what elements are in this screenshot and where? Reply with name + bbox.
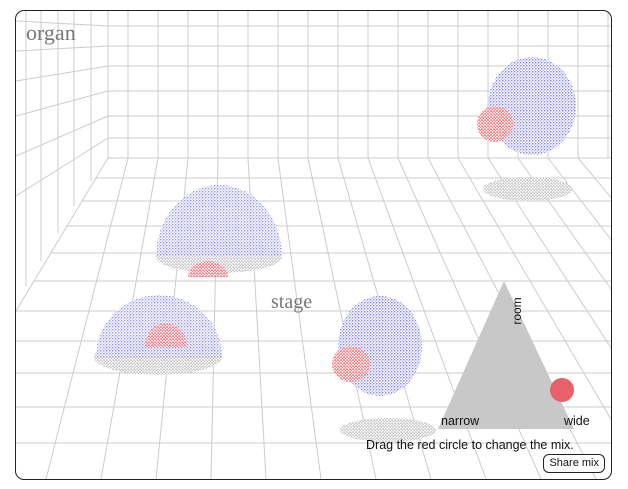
speaker-dome-back — [156, 185, 282, 277]
source-shell — [145, 323, 187, 347]
left-wall-grid — [16, 11, 109, 312]
drag-hint: Drag the red circle to change the mix. — [366, 438, 574, 452]
speaker-ellipsoid-center — [332, 296, 436, 442]
source-shell — [188, 261, 228, 277]
mix-handle[interactable] — [550, 378, 574, 402]
room-label: organ — [26, 20, 76, 45]
mix-right-label: wide — [563, 414, 590, 428]
mix-triangle[interactable]: room narrow wide — [438, 281, 590, 429]
ellipsoid-shadow — [483, 177, 573, 201]
source-shell — [477, 106, 513, 142]
scene-frame: organ stage room n — [15, 10, 612, 480]
mix-triangle-area[interactable] — [438, 281, 574, 429]
mix-top-label: room — [510, 297, 524, 324]
ellipsoid-shadow — [340, 418, 436, 442]
floor-label: stage — [271, 291, 312, 313]
speaker-ellipsoid-back-right — [477, 57, 576, 201]
dome-shell — [156, 185, 282, 257]
source-shell — [332, 346, 370, 382]
speaker-dome-front — [94, 295, 222, 375]
stage-scene: organ stage room n — [16, 11, 611, 479]
mix-left-label: narrow — [441, 414, 480, 428]
share-mix-button[interactable]: Share mix — [543, 454, 605, 473]
